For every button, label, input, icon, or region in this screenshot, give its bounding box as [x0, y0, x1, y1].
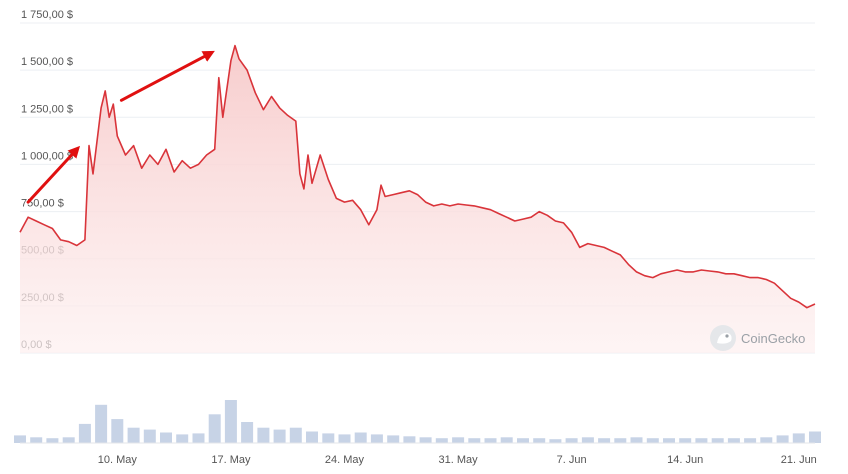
volume-bar [95, 404, 108, 443]
volume-bar [143, 429, 156, 443]
volume-bar [127, 427, 140, 443]
volume-bar [809, 431, 821, 443]
volume-bar [46, 438, 59, 443]
y-tick-label: 1 000,00 $ [21, 150, 73, 162]
volume-bar [792, 433, 805, 443]
price-area-fill [20, 45, 815, 353]
volume-bar [387, 435, 400, 443]
volume-bar [403, 436, 416, 443]
volume-bar [160, 432, 172, 443]
watermark: CoinGecko [710, 325, 805, 351]
y-tick-label: 750,00 $ [21, 198, 64, 210]
volume-bar [62, 437, 75, 443]
volume-bar [776, 435, 789, 443]
volume-bar [435, 438, 448, 443]
volume-bar [500, 437, 513, 443]
x-tick-label: 14. Jun [667, 454, 703, 466]
x-tick-label: 7. Jun [557, 454, 587, 466]
volume-bar [711, 438, 724, 443]
volume-bar [679, 438, 692, 443]
volume-bar [744, 438, 757, 443]
volume-bar [614, 438, 627, 443]
volume-bar [370, 434, 383, 443]
volume-bar [663, 438, 675, 443]
volume-bar [630, 437, 643, 443]
volume-bar [14, 435, 26, 443]
volume-bar [257, 427, 270, 443]
x-tick-label: 31. May [438, 454, 478, 466]
volume-chart [14, 400, 821, 443]
volume-bar [224, 400, 237, 443]
annotation-arrows [26, 50, 215, 204]
volume-bar [241, 422, 254, 443]
x-tick-label: 17. May [211, 454, 251, 466]
volume-bar [208, 414, 221, 443]
volume-bar [354, 432, 367, 443]
volume-bar [468, 438, 481, 443]
volume-bar [727, 438, 740, 443]
volume-bar [565, 438, 578, 443]
x-tick-label: 24. May [325, 454, 365, 466]
volume-bar [581, 437, 594, 443]
x-axis-ticks: 10. May 17. May 24. May 31. May 7. Jun 14. Ju… [98, 454, 817, 466]
y-tick-label: 1 250,00 $ [21, 103, 73, 115]
volume-bar [78, 423, 91, 443]
volume-bar [646, 438, 659, 443]
volume-bar [419, 437, 432, 443]
x-tick-label: 21. Jun [781, 454, 817, 466]
volume-bar [176, 434, 189, 443]
volume-bar [306, 431, 318, 443]
volume-bar [760, 437, 773, 443]
x-tick-label: 10. May [98, 454, 138, 466]
volume-bar [30, 437, 43, 443]
watermark-text: CoinGecko [741, 331, 805, 346]
volume-bar [322, 433, 335, 443]
volume-bar [338, 434, 351, 443]
volume-bar [533, 438, 546, 443]
volume-bar [273, 429, 286, 443]
annotation-arrow [26, 145, 81, 204]
volume-bar [111, 419, 124, 443]
y-tick-label: 1 750,00 $ [21, 9, 73, 21]
volume-bar [517, 438, 529, 443]
price-line-series [19, 44, 816, 309]
annotation-arrow [119, 50, 215, 102]
gecko-icon-eye [725, 334, 729, 338]
y-tick-label: 1 500,00 $ [21, 56, 73, 68]
volume-bar [484, 438, 497, 443]
volume-bar [192, 433, 205, 443]
volume-bar [452, 437, 465, 443]
volume-bar [695, 438, 708, 443]
volume-bar [289, 427, 302, 443]
volume-bar [549, 439, 562, 443]
volume-bar [598, 438, 611, 443]
